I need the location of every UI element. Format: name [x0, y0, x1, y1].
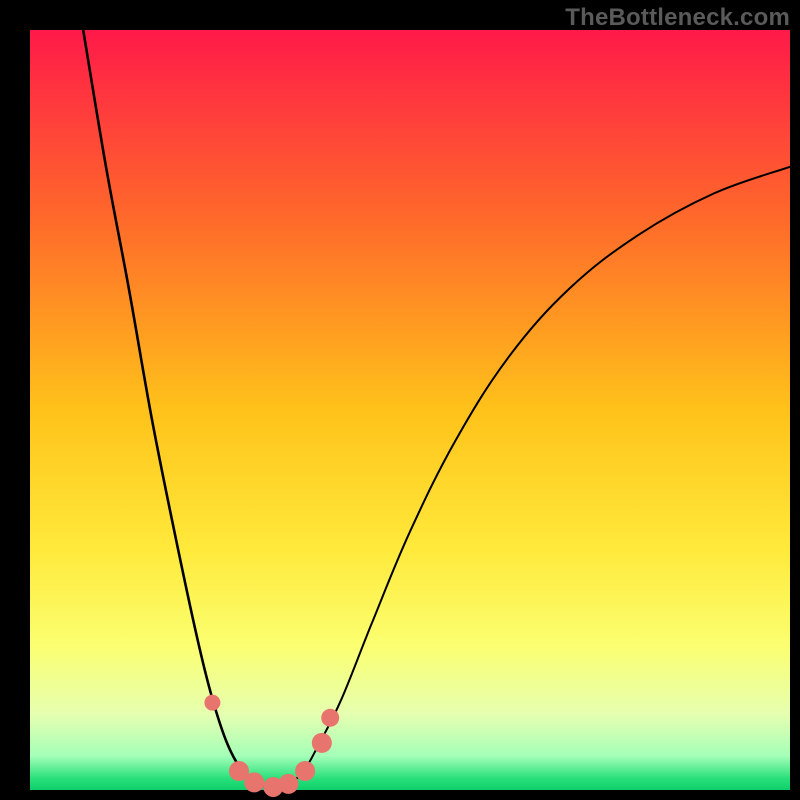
data-marker	[244, 772, 264, 792]
data-marker	[295, 761, 315, 781]
chart-frame: TheBottleneck.com	[0, 0, 800, 800]
data-marker	[312, 733, 332, 753]
chart-canvas	[0, 0, 800, 800]
watermark-text: TheBottleneck.com	[565, 4, 790, 32]
data-marker	[321, 709, 339, 727]
plot-background	[30, 30, 790, 790]
data-marker	[278, 774, 298, 794]
data-marker	[204, 695, 220, 711]
